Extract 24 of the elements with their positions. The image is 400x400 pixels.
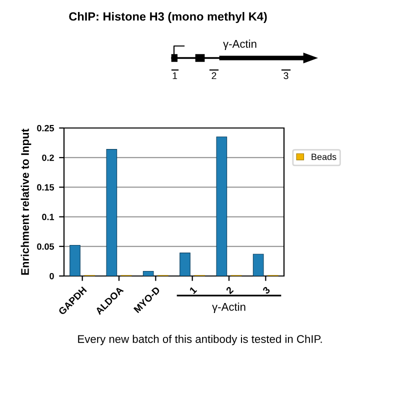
x-tick-label: 3 xyxy=(262,286,270,294)
bar xyxy=(252,254,264,276)
text: 1 xyxy=(172,72,178,80)
y-tick-label: 0.25 xyxy=(37,124,54,132)
bar xyxy=(106,149,118,276)
text: γ-Actin xyxy=(223,40,256,50)
text: 2 xyxy=(212,72,216,80)
y-tick-label: 0.2 xyxy=(42,154,54,161)
y-tick-label: 0.05 xyxy=(37,243,54,250)
bar xyxy=(142,270,154,276)
y-axis-title: Enrichment relative to Input xyxy=(20,128,32,275)
bar xyxy=(216,136,228,276)
x-tick-label: 1 xyxy=(189,286,198,294)
y-tick-label: 0 xyxy=(50,272,54,280)
text: Every new batch of this antibody is tested in ChIP. xyxy=(78,334,322,346)
x-tick-label: 2 xyxy=(226,286,234,294)
text: 3 xyxy=(284,72,288,80)
bar xyxy=(70,244,80,276)
y-tick-label: 0.1 xyxy=(42,214,54,220)
bar xyxy=(180,252,190,276)
chart-title: ChIP: Histone H3 (mono methyl K4) xyxy=(69,12,267,24)
legend-label: Beads xyxy=(312,153,336,160)
y-tick-label: 0.15 xyxy=(37,184,54,191)
text: γ-Actin xyxy=(212,302,246,313)
